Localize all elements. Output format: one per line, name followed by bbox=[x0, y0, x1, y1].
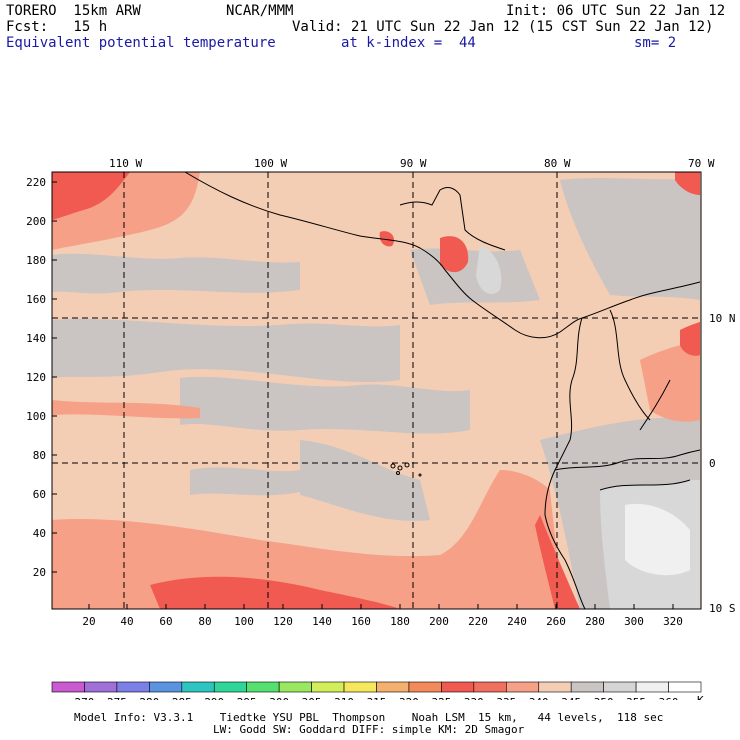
colorbar-label: 310 bbox=[334, 696, 354, 700]
grid-x-label: 160 bbox=[351, 615, 371, 628]
colorbar-label: 280 bbox=[139, 696, 159, 700]
colorbar-label: 345 bbox=[561, 696, 581, 700]
colorbar-swatch bbox=[278, 681, 312, 693]
model-info-line2: LW: Godd SW: Goddard DIFF: simple KM: 2D… bbox=[213, 723, 525, 736]
grid-y-label: 60 bbox=[33, 488, 46, 501]
colorbar-unit: K bbox=[697, 694, 704, 700]
grid-y-label: 40 bbox=[33, 527, 46, 540]
forecast-hour: Fcst: 15 h bbox=[6, 19, 108, 35]
colorbar bbox=[51, 681, 702, 693]
smoothing-info: sm= 2 bbox=[634, 35, 677, 51]
grid-x-label: 120 bbox=[273, 615, 293, 628]
right-latitude-labels: 10 N 0 10 S bbox=[709, 312, 736, 615]
colorbar-swatch bbox=[149, 681, 183, 693]
grid-y-label: 140 bbox=[26, 332, 46, 345]
coastlines bbox=[184, 172, 701, 609]
graticule bbox=[52, 172, 701, 609]
grid-x-label: 280 bbox=[585, 615, 605, 628]
colorbar-label: 295 bbox=[237, 696, 257, 700]
grid-y-label: 160 bbox=[26, 293, 46, 306]
colorbar-label: 270 bbox=[75, 696, 95, 700]
run-title: TORERO 15km ARW bbox=[6, 3, 141, 19]
grid-x-label: 220 bbox=[468, 615, 488, 628]
colorbar-label: 330 bbox=[464, 696, 484, 700]
grid-y-label: 200 bbox=[26, 215, 46, 228]
colorbar-swatch bbox=[441, 681, 475, 693]
bottom-grid-axis: 20 40 60 80 100 120 140 160 180 200 220 … bbox=[82, 604, 683, 628]
colorbar-label: 275 bbox=[107, 696, 127, 700]
colorbar-swatch bbox=[668, 681, 702, 693]
grid-y-label: 220 bbox=[26, 176, 46, 189]
grid-x-label: 100 bbox=[234, 615, 254, 628]
colorbar-swatch bbox=[116, 681, 150, 693]
colorbar-label: 305 bbox=[302, 696, 322, 700]
grid-x-label: 260 bbox=[546, 615, 566, 628]
colorbar-label: 300 bbox=[269, 696, 289, 700]
colorbar-swatch bbox=[84, 681, 118, 693]
grid-x-label: 240 bbox=[507, 615, 527, 628]
map-figure: 110 W 100 W 90 W 80 W 70 W 10 N 0 10 S 2… bbox=[26, 157, 736, 700]
colorbar-swatch bbox=[408, 681, 442, 693]
colorbar-label: 355 bbox=[626, 696, 646, 700]
colorbar-label: 360 bbox=[659, 696, 679, 700]
colorbar-swatch bbox=[311, 681, 345, 693]
lat-label: 10 S bbox=[709, 602, 736, 615]
colorbar-swatch bbox=[181, 681, 215, 693]
field-name: Equivalent potential temperature bbox=[6, 35, 276, 51]
grid-x-label: 300 bbox=[624, 615, 644, 628]
colorbar-labels: 270 275 280 285 290 295 300 305 310 315 320 325 330 3… bbox=[75, 696, 679, 700]
grid-x-label: 200 bbox=[429, 615, 449, 628]
map-frame bbox=[51, 171, 702, 610]
model-info-line1: Model Info: V3.3.1 Tiedtke YSU PBL Thomp… bbox=[74, 711, 664, 724]
level-info: at k-index = 44 bbox=[341, 35, 476, 51]
grid-x-label: 40 bbox=[120, 615, 133, 628]
colorbar-label: 290 bbox=[204, 696, 224, 700]
init-time: Init: 06 UTC Sun 22 Jan 12 bbox=[506, 3, 726, 19]
grid-x-label: 60 bbox=[159, 615, 172, 628]
lat-label: 10 N bbox=[709, 312, 736, 325]
colorbar-label: 340 bbox=[529, 696, 549, 700]
lon-label: 110 W bbox=[109, 157, 142, 170]
lon-label: 80 W bbox=[544, 157, 571, 170]
colorbar-label: 335 bbox=[496, 696, 516, 700]
colorbar-label: 350 bbox=[594, 696, 614, 700]
colorbar-swatch bbox=[343, 681, 377, 693]
colorbar-label: 325 bbox=[431, 696, 451, 700]
top-longitude-labels: 110 W 100 W 90 W 80 W 70 W bbox=[109, 157, 715, 170]
grid-y-label: 120 bbox=[26, 371, 46, 384]
left-grid-axis: 220 200 180 160 140 120 100 80 60 40 20 bbox=[26, 176, 57, 579]
colorbar-swatch bbox=[51, 681, 85, 693]
grid-x-label: 140 bbox=[312, 615, 332, 628]
colorbar-swatch bbox=[635, 681, 669, 693]
grid-y-label: 20 bbox=[33, 566, 46, 579]
colorbar-swatch bbox=[376, 681, 410, 693]
lon-label: 70 W bbox=[688, 157, 715, 170]
colorbar-swatch bbox=[570, 681, 604, 693]
colorbar-swatch bbox=[473, 681, 507, 693]
grid-y-label: 100 bbox=[26, 410, 46, 423]
colorbar-label: 315 bbox=[367, 696, 387, 700]
shaded-field bbox=[52, 172, 701, 609]
grid-x-label: 320 bbox=[663, 615, 683, 628]
center-title: NCAR/MMM bbox=[226, 3, 294, 19]
grid-x-label: 20 bbox=[82, 615, 95, 628]
grid-x-label: 180 bbox=[390, 615, 410, 628]
colorbar-label: 320 bbox=[399, 696, 419, 700]
colorbar-swatch bbox=[538, 681, 572, 693]
lon-label: 90 W bbox=[400, 157, 427, 170]
lat-label: 0 bbox=[709, 457, 716, 470]
colorbar-label: 285 bbox=[172, 696, 192, 700]
valid-time: Valid: 21 UTC Sun 22 Jan 12 (15 CST Sun … bbox=[292, 19, 714, 35]
colorbar-swatch bbox=[213, 681, 248, 693]
colorbar-swatch bbox=[505, 681, 540, 693]
colorbar-swatch bbox=[246, 681, 280, 693]
colorbar-swatch bbox=[603, 681, 637, 693]
lon-label: 100 W bbox=[254, 157, 287, 170]
grid-y-label: 80 bbox=[33, 449, 46, 462]
grid-x-label: 80 bbox=[198, 615, 211, 628]
grid-y-label: 180 bbox=[26, 254, 46, 267]
